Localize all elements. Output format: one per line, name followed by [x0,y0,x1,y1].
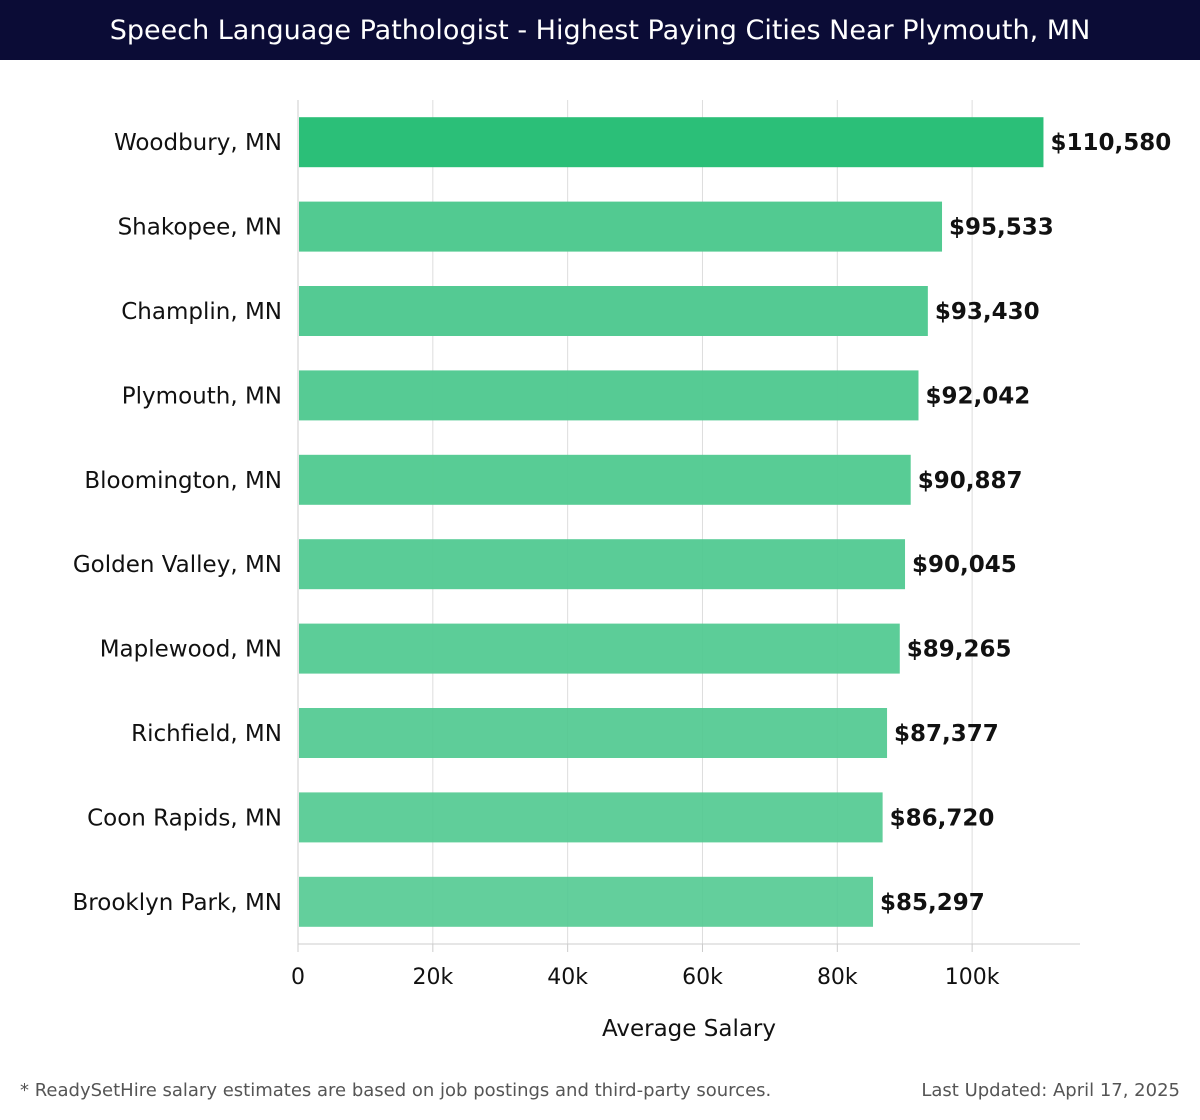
category-label: Champlin, MN [121,299,282,325]
bar [299,370,919,421]
bar [299,792,883,843]
bar-chart: 0 20k 40k 60k 80k 100k Woodbury, MN $110,580 Sha… [73,100,1171,1042]
bar [299,539,906,590]
bar [299,117,1044,168]
category-label: Richfield, MN [131,721,282,747]
value-label: $89,265 [907,637,1012,663]
bar [299,201,943,252]
bar [299,623,900,674]
footer-last-updated: Last Updated: April 17, 2025 [921,1080,1180,1101]
x-tick-label: 20k [412,965,453,990]
chart-area: 0 20k 40k 60k 80k 100k Woodbury, MN $110,580 Sha… [0,60,1200,1060]
category-label: Bloomington, MN [84,468,282,494]
bar [299,876,874,927]
category-label: Brooklyn Park, MN [73,890,282,916]
x-tick-label: 0 [291,965,305,990]
category-label: Woodbury, MN [114,130,282,156]
value-label: $90,045 [912,552,1017,578]
x-tick-label: 60k [682,965,723,990]
category-label: Coon Rapids, MN [87,805,282,831]
chart-title: Speech Language Pathologist - Highest Pa… [0,0,1200,60]
value-label: $85,297 [880,890,985,916]
bar [299,286,928,336]
x-tick-label: 80k [817,965,858,990]
value-label: $92,042 [925,383,1030,409]
bar [299,454,911,505]
value-label: $90,887 [918,468,1023,494]
category-label: Maplewood, MN [100,637,282,663]
x-tick-label: 100k [945,965,1000,990]
category-label: Plymouth, MN [122,383,282,409]
x-tick-label: 40k [547,965,588,990]
value-label: $95,533 [949,215,1054,241]
value-label: $93,430 [935,299,1040,325]
category-label: Golden Valley, MN [73,552,282,578]
footer-disclaimer: * ReadySetHire salary estimates are base… [20,1080,772,1101]
x-axis-title: Average Salary [602,1016,776,1042]
category-label: Shakopee, MN [118,215,282,241]
value-label: $110,580 [1050,130,1171,156]
value-label: $86,720 [890,805,995,831]
bar [299,708,888,758]
value-label: $87,377 [894,721,999,747]
